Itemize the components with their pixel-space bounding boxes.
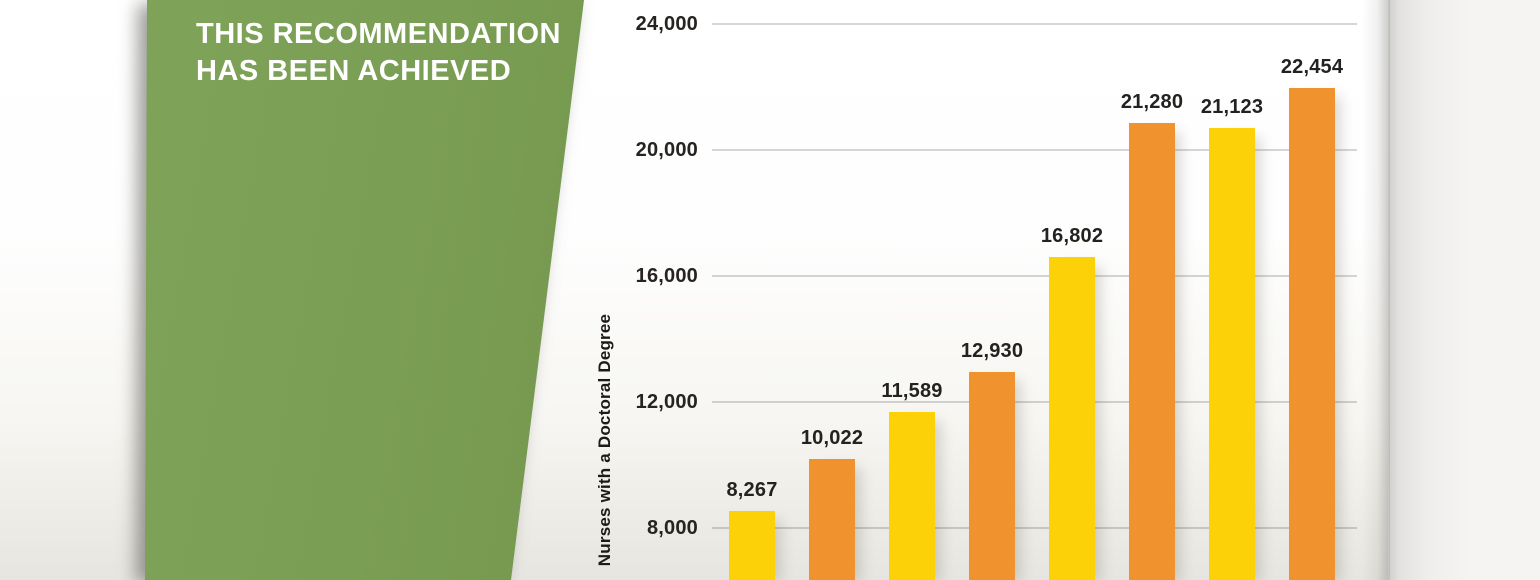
gridline: [712, 23, 1357, 25]
y-tick-label: 12,000: [635, 391, 698, 413]
y-tick-label: 8,000: [646, 517, 698, 539]
bar-value-label: 12,930: [960, 339, 1024, 362]
gridline: [712, 149, 1357, 151]
bar: [969, 371, 1015, 580]
bar-value-label: 11,589: [881, 379, 943, 402]
bar: [1049, 256, 1095, 580]
bar: [729, 510, 775, 580]
achievement-banner-text: THIS RECOMMENDATION HAS BEEN ACHIEVED: [196, 16, 561, 90]
bar-value-label: 21,123: [1200, 95, 1264, 118]
y-axis-title: Nurses with a Doctoral Degree: [595, 313, 614, 567]
achievement-banner-line2: HAS BEEN ACHIEVED: [196, 55, 512, 87]
bar: [889, 411, 935, 580]
bar: [809, 458, 855, 580]
achievement-banner: THIS RECOMMENDATION HAS BEEN ACHIEVED: [130, 0, 592, 580]
bar-value-label: 22,454: [1280, 56, 1344, 79]
bar: [1289, 88, 1335, 580]
gridline: [712, 275, 1357, 277]
gridline: [712, 401, 1357, 403]
bar: [1209, 127, 1255, 580]
page-edge-shadow: [1362, 0, 1390, 580]
bar-value-label: 21,280: [1120, 91, 1184, 114]
y-tick-label: 20,000: [635, 139, 698, 161]
gridline: [712, 527, 1357, 529]
bar: [1129, 123, 1175, 580]
y-tick-label: 24,000: [635, 13, 698, 35]
y-tick-label: 16,000: [635, 265, 698, 287]
bar-chart: 24,000 20,000 16,000 12,000 8,000 Nurses wit…: [595, 13, 1357, 580]
bar-value-label: 10,022: [800, 426, 864, 449]
right-margin-background: [1390, 0, 1540, 580]
achievement-banner-line1: THIS RECOMMENDATION: [196, 18, 562, 50]
bar-value-label: 8,267: [726, 478, 778, 501]
achievement-banner-shape: THIS RECOMMENDATION HAS BEEN ACHIEVED: [145, 0, 584, 580]
bar-value-label: 16,802: [1040, 224, 1104, 247]
